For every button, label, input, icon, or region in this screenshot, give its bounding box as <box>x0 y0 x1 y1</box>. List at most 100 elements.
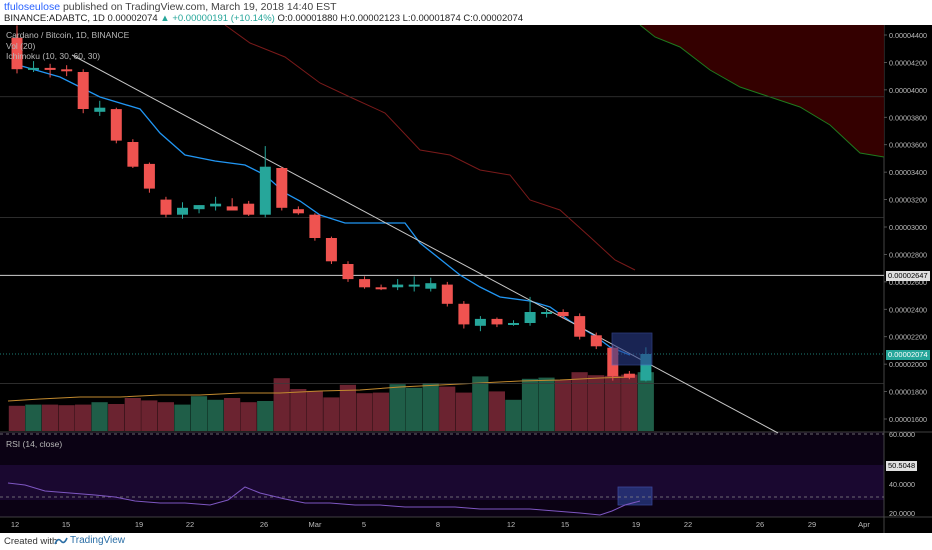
rsi-highlight-box <box>617 486 653 506</box>
candle-body <box>110 109 122 141</box>
candle-body <box>210 203 222 207</box>
volume-bar <box>637 372 654 431</box>
rsi-tick-label: 40.0000 <box>889 480 915 489</box>
price-tick-label: 0.00002600 <box>889 278 927 287</box>
time-tick-label: 29 <box>808 520 816 529</box>
volume-bar <box>190 396 208 431</box>
time-tick-label: 26 <box>260 520 268 529</box>
volume-bar <box>372 392 390 431</box>
volume-bar <box>290 389 307 431</box>
rsi-line <box>7 482 641 516</box>
candle-body <box>94 107 106 112</box>
change-text: ▲ +0.00000191 (+10.14%) <box>160 13 275 24</box>
time-tick-label: 19 <box>135 520 143 529</box>
username-link[interactable]: tfuloseulose <box>4 1 61 13</box>
ichimoku-lagging-line <box>224 25 636 271</box>
volume-bar <box>25 404 42 431</box>
price-tick-label: 0.00002200 <box>889 333 927 342</box>
volume-bar <box>41 404 59 431</box>
current-price-tag: 0.00002074 <box>886 350 930 360</box>
candle-body <box>243 203 255 215</box>
volume-bar <box>58 405 75 431</box>
resistance-price-tag: 0.00002647 <box>886 271 930 281</box>
candle-body <box>640 354 652 381</box>
volume-bar <box>75 404 92 431</box>
rsi-band <box>0 465 884 500</box>
price-tick-label: 0.00003600 <box>889 141 927 150</box>
candle-body <box>193 205 205 210</box>
volume-bar <box>588 375 605 431</box>
volume-bar <box>356 393 373 431</box>
time-tick-label: 12 <box>11 520 19 529</box>
price-tick-label: 0.00004400 <box>889 31 927 40</box>
volume-bar <box>224 398 241 431</box>
candle-body <box>375 287 387 290</box>
volume-bar <box>406 387 423 431</box>
price-tick-label: 0.00002800 <box>889 250 927 259</box>
candle-body <box>44 67 56 70</box>
publish-header: tfuloseulose published on TradingView.co… <box>0 0 932 25</box>
time-tick-label: 22 <box>186 520 194 529</box>
volume-bar <box>207 399 224 431</box>
time-tick-label: 15 <box>62 520 70 529</box>
chart-area[interactable]: 0.00004400 0.00004200 0.00004000 0.00003800… <box>0 25 932 533</box>
candle-body <box>574 316 586 337</box>
volume-bar <box>141 400 158 431</box>
candle-body <box>623 373 635 378</box>
candle-body <box>524 312 536 323</box>
time-tick-label: Mar <box>309 520 322 529</box>
symbol-ohlc-line: BINANCE:ADABTC, 1D 0.00002074 ▲ +0.00000… <box>4 13 523 24</box>
volume-bar <box>240 402 257 431</box>
volume-bar <box>521 378 539 431</box>
tradingview-logo-icon <box>54 537 68 545</box>
time-tick-label: Apr <box>858 520 870 529</box>
volume-bar <box>621 374 638 431</box>
created-with-text: Created with <box>4 536 58 547</box>
candle-body <box>441 284 453 304</box>
time-tick-label: 12 <box>507 520 515 529</box>
time-tick-label: 19 <box>632 520 640 529</box>
candle-body <box>160 199 172 215</box>
footer-bar: Created with TradingView <box>0 533 932 550</box>
candle-body <box>508 323 519 325</box>
price-tick-label: 0.00002000 <box>889 360 927 369</box>
candle-body <box>77 72 89 109</box>
candle-body <box>226 206 238 211</box>
volume-bar <box>323 397 340 431</box>
cloud-span-line <box>639 25 885 158</box>
volume-bar <box>124 398 141 431</box>
time-tick-label: 8 <box>436 520 440 529</box>
volume-bar <box>108 404 125 431</box>
candle-body <box>309 214 321 238</box>
candle-body <box>474 318 486 326</box>
tradingview-brand[interactable]: TradingView <box>70 535 126 546</box>
volume-legend: Vol (20) <box>6 41 36 51</box>
volume-bar <box>571 372 588 431</box>
time-tick-label: 22 <box>684 520 692 529</box>
volume-bar <box>157 402 174 431</box>
candle-body <box>491 318 503 325</box>
symbol-legend: Cardano / Bitcoin, 1D, BINANCE <box>6 30 130 40</box>
volume-bar <box>455 392 472 431</box>
rsi-legend: RSI (14, close) <box>6 439 63 449</box>
candle-body <box>276 168 288 208</box>
candle-body <box>292 209 304 214</box>
publish-info: tfuloseulose published on TradingView.co… <box>4 1 337 13</box>
volume-bar <box>439 386 456 431</box>
candle-body <box>458 303 470 325</box>
chart-canvas[interactable]: 0.00004400 0.00004200 0.00004000 0.00003800… <box>0 25 932 533</box>
price-tick-label: 0.00004000 <box>889 86 927 95</box>
volume-bar <box>538 377 555 431</box>
volume-bar <box>257 401 274 431</box>
price-tick-label: 0.00002400 <box>889 305 927 314</box>
volume-bar <box>505 399 522 431</box>
candle-body <box>177 207 188 215</box>
price-tick-label: 0.00003800 <box>889 113 927 122</box>
rsi-tick-label: 20.0000 <box>889 509 915 518</box>
volume-ma-line <box>7 376 631 402</box>
ichimoku-legend: Ichimoku (10, 30, 60, 30) <box>6 51 101 61</box>
price-tick-label: 0.00003000 <box>889 223 927 232</box>
volume-bar <box>422 383 439 431</box>
price-tick-label: 0.00003400 <box>889 168 927 177</box>
candle-body <box>342 264 354 280</box>
